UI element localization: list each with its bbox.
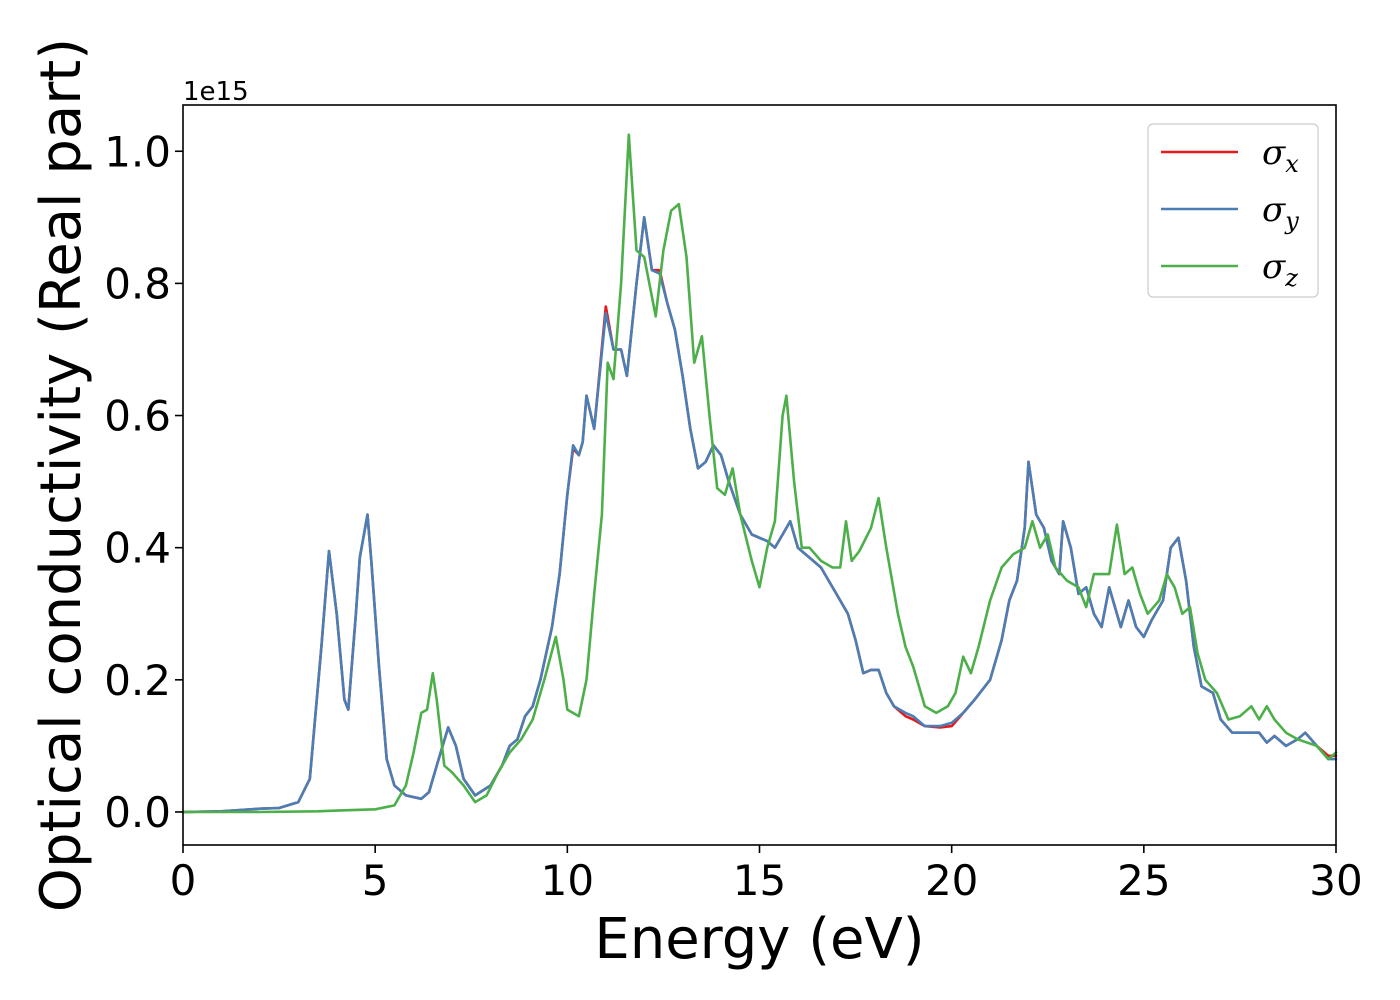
legend: σx σy σz — [1147, 123, 1319, 298]
x-tick-label: 25 — [1117, 856, 1170, 905]
legend-frame — [1147, 123, 1319, 298]
x-tick-label: 20 — [925, 856, 978, 905]
y-axis-ticks: 0.0 0.2 0.4 0.6 0.8 1.0 — [104, 127, 183, 837]
y-tick-label: 0.8 — [104, 259, 171, 308]
x-axis-ticks: 0 5 10 15 20 25 30 — [170, 845, 1363, 905]
x-tick-label: 10 — [541, 856, 594, 905]
plot-lines — [181, 133, 1338, 814]
y-tick-label: 0.4 — [104, 524, 171, 573]
legend-label-y: σy — [1262, 190, 1299, 235]
x-tick-label: 0 — [170, 856, 197, 905]
x-axis-label: Energy (eV) — [594, 907, 924, 972]
legend-label-x: σx — [1262, 133, 1299, 178]
x-tick-label: 5 — [362, 856, 389, 905]
series-line-z — [181, 133, 1338, 814]
x-tick-label: 15 — [733, 856, 786, 905]
series-line-y — [181, 216, 1338, 814]
y-tick-label: 0.0 — [104, 788, 171, 837]
legend-label-z: σz — [1262, 247, 1298, 292]
y-tick-label: 1.0 — [104, 127, 171, 176]
y-tick-label: 0.2 — [104, 656, 171, 705]
y-tick-label: 0.6 — [104, 392, 171, 441]
y-axis-label: Optical conductivity (Real part) — [29, 38, 94, 912]
x-tick-label: 30 — [1309, 856, 1362, 905]
series-line-x — [181, 216, 1338, 814]
y-offset-label: 1e15 — [183, 77, 249, 107]
